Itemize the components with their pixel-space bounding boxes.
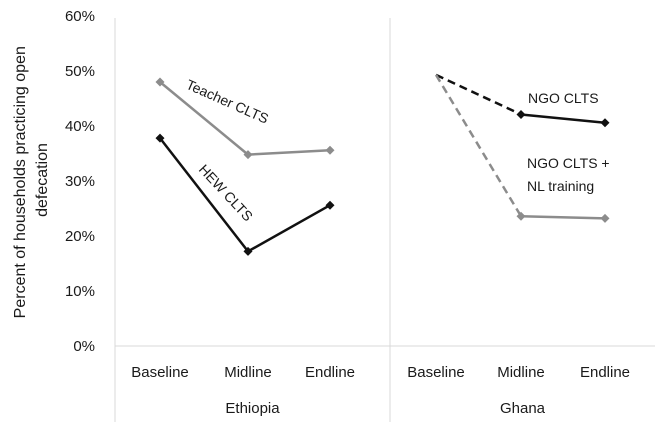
y-tick-labels: 0% 10% 20% 30% 40% 50% 60% xyxy=(65,8,95,355)
x-tick-label: Baseline xyxy=(131,364,189,381)
y-tick-label: 20% xyxy=(65,228,95,245)
series-line-segment xyxy=(434,74,523,217)
group-label: Ghana xyxy=(500,400,546,417)
data-point xyxy=(243,150,253,160)
x-tick-label: Midline xyxy=(224,364,272,381)
data-point xyxy=(516,211,526,221)
y-tick-label: 10% xyxy=(65,283,95,300)
series-markers xyxy=(155,77,610,256)
series-label-ngo-clts-nl-training-line-1: NGO CLTS + xyxy=(527,155,610,171)
y-tick-label: 0% xyxy=(73,338,95,355)
series-label-hew-clts: HEW CLTS xyxy=(196,161,256,224)
data-point xyxy=(243,246,253,256)
data-point xyxy=(155,77,165,87)
y-axis-label-line-1: Percent of households practicing open xyxy=(12,46,29,318)
axes xyxy=(114,18,655,422)
x-tick-label: Endline xyxy=(305,364,355,381)
data-point xyxy=(155,133,165,143)
y-tick-label: 30% xyxy=(65,173,95,190)
y-tick-label: 50% xyxy=(65,63,95,80)
series-line-segment xyxy=(247,148,331,156)
data-point xyxy=(600,118,610,128)
group-label: Ethiopia xyxy=(225,400,280,417)
series-label-teacher-clts: Teacher CLTS xyxy=(184,76,271,127)
x-tick-label: Baseline xyxy=(407,364,465,381)
x-tick-labels: Baseline Midline Endline Ethiopia Baseline Mi… xyxy=(131,364,630,417)
data-point xyxy=(325,145,335,155)
series-line-segment xyxy=(435,73,522,116)
series-label-ngo-clts: NGO CLTS xyxy=(528,90,599,106)
y-axis-label: Percent of households practicing open de… xyxy=(12,42,51,319)
x-tick-label: Midline xyxy=(497,364,545,381)
series-label-ngo-clts-nl-training-line-2: NL training xyxy=(527,178,594,194)
series-label-ngo-clts-nl-training: NGO CLTS + NL training xyxy=(527,155,613,194)
y-tick-label: 60% xyxy=(65,8,95,25)
series-line-segment xyxy=(520,214,606,220)
data-point xyxy=(600,213,610,223)
y-axis-label-line-2: defecation xyxy=(34,143,51,217)
x-tick-label: Endline xyxy=(580,364,630,381)
series-line-segment xyxy=(247,204,331,253)
series-line-segment xyxy=(520,113,606,124)
data-point xyxy=(516,109,526,119)
data-point xyxy=(325,200,335,210)
series-lines xyxy=(159,73,606,253)
series-line-segment xyxy=(159,81,249,156)
series-line-segment xyxy=(159,137,249,253)
y-tick-label: 40% xyxy=(65,118,95,135)
